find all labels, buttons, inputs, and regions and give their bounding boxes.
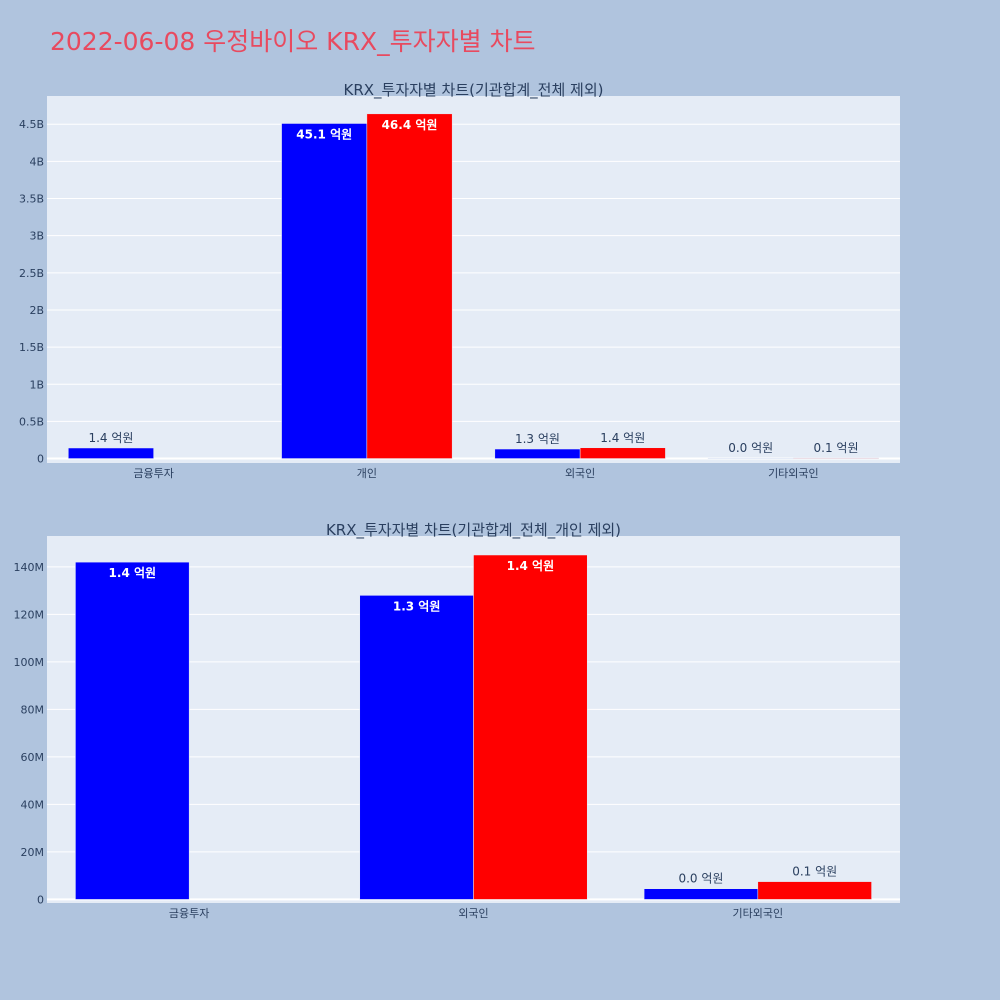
x-tick-label: 기타외국인	[768, 467, 819, 480]
y-tick-label: 60M	[21, 751, 45, 764]
data-label: 0.1 억원	[814, 441, 859, 455]
y-tick-label: 2B	[29, 304, 44, 317]
chart-title-0: KRX_투자자별 차트(기관합계_전체 제외)	[344, 81, 604, 100]
bar	[366, 113, 453, 459]
data-label: 1.3 억원	[393, 599, 441, 613]
x-tick-label: 외국인	[565, 467, 595, 480]
bar	[579, 447, 666, 459]
bar	[75, 561, 190, 900]
data-label: 0.0 억원	[728, 441, 773, 455]
x-tick-label: 금융투자	[133, 467, 173, 480]
data-label: 1.3 억원	[515, 432, 560, 446]
x-tick-label: 기타외국인	[733, 907, 784, 920]
x-tick-label: 개인	[357, 467, 377, 480]
page-title: 2022-06-08 우정바이오 KRX_투자자별 차트	[50, 27, 536, 56]
bar	[359, 595, 474, 900]
bar	[281, 123, 368, 459]
bar	[643, 888, 759, 900]
y-tick-label: 1.5B	[19, 341, 44, 354]
y-tick-label: 80M	[21, 703, 45, 716]
y-tick-label: 3.5B	[19, 193, 44, 206]
data-label: 0.0 억원	[678, 872, 723, 886]
y-tick-label: 40M	[21, 798, 45, 811]
y-tick-label: 0	[37, 893, 44, 906]
y-tick-label: 0	[37, 453, 44, 466]
y-tick-label: 20M	[21, 846, 45, 859]
data-label: 1.4 억원	[507, 559, 555, 573]
x-tick-label: 외국인	[458, 907, 488, 920]
y-tick-label: 0.5B	[19, 415, 44, 428]
bar	[494, 448, 581, 459]
data-label: 45.1 억원	[296, 127, 352, 141]
bar	[757, 881, 872, 900]
data-label: 1.4 억원	[109, 566, 157, 580]
bar	[793, 457, 879, 459]
plot-area-0	[47, 96, 900, 463]
x-tick-label: 금융투자	[169, 907, 209, 920]
data-label: 1.4 억원	[88, 431, 133, 445]
data-label: 46.4 억원	[382, 118, 438, 132]
y-tick-label: 3B	[29, 230, 44, 243]
data-label: 0.1 억원	[792, 865, 837, 879]
chart-title-1: KRX_투자자별 차트(기관합계_전체_개인 제외)	[326, 521, 621, 540]
y-tick-label: 4.5B	[19, 118, 44, 131]
y-tick-label: 120M	[14, 608, 45, 621]
y-tick-label: 140M	[14, 561, 45, 574]
y-tick-label: 2.5B	[19, 267, 44, 280]
y-tick-label: 100M	[14, 656, 45, 669]
bar	[68, 447, 154, 459]
y-tick-label: 1B	[29, 378, 44, 391]
bar	[473, 554, 588, 900]
data-label: 1.4 억원	[600, 431, 645, 445]
y-tick-label: 4B	[29, 155, 44, 168]
